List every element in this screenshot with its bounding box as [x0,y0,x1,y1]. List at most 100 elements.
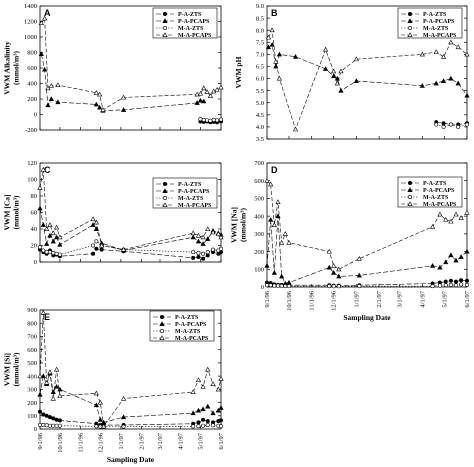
y-tick-label: 400 [27,81,37,88]
data-point-p-a-pcaps [210,410,216,416]
legend-label: M-A-PCAPS [423,33,457,39]
legend-label: P-A-ZTS [178,182,202,188]
legend-marker [407,187,413,192]
data-point-m-a-pcaps [331,68,337,74]
x-tick-label: 12/1/96 [97,432,104,453]
data-point-p-a-pcaps [55,99,61,105]
data-point-p-a-pcaps [276,51,283,57]
data-point-m-a-pcaps [322,46,329,52]
data-point-m-a-pcaps [264,177,270,183]
data-point-p-a-pcaps [40,373,46,379]
data-point-p-a-pcaps [40,222,46,227]
data-point-m-a-pcaps [353,56,359,62]
data-point-p-a-pcaps [331,270,337,275]
y-tick-label: 120 [27,160,37,167]
data-point-p-a-pcaps [455,80,461,86]
legend-marker [162,202,168,207]
y-tick-label: 7.5 [256,39,264,46]
data-point-m-a-zts [44,250,49,255]
panel-letter: D [271,165,278,175]
data-point-p-a-zts [44,413,49,418]
data-point-p-a-pcaps [190,234,196,240]
plot-frame [266,162,468,288]
data-point-m-a-zts [430,284,435,289]
data-point-p-a-pcaps [97,417,103,422]
data-point-p-a-pcaps [326,264,332,270]
data-point-p-a-pcaps [464,248,470,254]
data-point-m-a-pcaps [458,215,464,220]
legend-label: P-A-PCAPS [423,19,455,25]
data-point-p-a-pcaps [440,78,447,83]
legend-label: M-A-ZTS [423,26,449,32]
data-point-m-a-pcaps [356,255,362,261]
data-point-m-a-pcaps [437,211,443,217]
data-point-m-a-pcaps [448,39,454,45]
y-tick-label: 60 [31,210,38,217]
y-tick-label: 0 [261,284,264,291]
data-point-p-a-zts [219,418,224,423]
legend-label: M-A-PCAPS [178,33,212,39]
data-point-m-a-pcaps [38,20,44,26]
x-tick-label: 12/1/96 [331,290,338,311]
data-point-m-a-zts [37,245,42,250]
data-point-m-a-zts [215,118,220,123]
data-point-m-a-zts [459,282,464,287]
legend-marker [159,335,165,340]
data-point-m-a-pcaps [47,369,53,375]
legend-marker [407,181,412,186]
x-tick-label: 5/1/97 [441,290,448,307]
y-axis-label: VWM [Ca] [3,194,12,230]
y-tick-label: 80 [31,193,38,200]
data-point-m-a-pcaps [440,54,447,59]
data-point-m-a-pcaps [218,234,224,240]
data-point-m-a-zts [264,283,269,288]
y-axis-label: VWM Alkalinity [3,41,12,95]
data-point-m-a-pcaps [100,107,106,112]
data-point-m-a-pcaps [210,381,216,387]
x-tick-label: 5/1/97 [197,432,204,449]
data-point-m-a-pcaps [448,218,454,224]
data-point-m-a-zts [51,423,56,428]
data-point-p-a-zts [91,251,96,256]
panel-a: -200 0 200 400 600 800 1000 1200 1400 VWM Alkalin… [3,3,224,134]
data-point-m-a-zts [205,118,210,123]
data-point-m-a-zts [54,423,59,428]
data-point-m-a-zts [268,283,273,288]
data-point-m-a-pcaps [268,181,274,187]
data-point-m-a-pcaps [93,90,99,95]
y-axis-label: VWM [Na] [230,207,239,243]
data-point-m-a-zts [443,283,448,288]
legend-marker [407,32,413,37]
data-point-m-a-pcaps [275,199,281,204]
x-tick-label: 10/1/96 [286,290,293,311]
data-point-m-a-zts [41,248,46,253]
data-point-m-a-zts [57,252,62,257]
y-tick-label: 100 [27,177,37,184]
y-axis-label: (mmol/m³) [12,352,21,386]
data-point-m-a-zts [196,250,201,255]
data-point-m-a-zts [219,424,224,429]
data-point-p-a-pcaps [264,263,270,268]
data-point-m-a-pcaps [99,242,105,248]
x-tick-label: 10/1/96 [57,432,64,453]
y-tick-label: 300 [27,387,37,394]
data-point-p-a-pcaps [47,232,53,238]
panel-d: 0 100 200 300 400 500 600 700 9/1/96 10/1/96 11/1/… [230,160,472,322]
legend-label: M-A-ZTS [175,329,201,335]
data-point-p-a-pcaps [453,257,459,263]
data-point-p-a-pcaps [200,241,206,246]
data-point-m-a-pcaps [331,263,337,268]
series-line-m-a-pcaps [268,29,468,131]
legend-label: P-A-ZTS [423,12,447,18]
x-tick-label: 6/1/97 [218,432,225,449]
data-point-m-a-pcaps [282,231,288,236]
data-point-m-a-pcaps [204,89,210,95]
data-point-m-a-pcaps [190,230,196,236]
data-point-p-a-pcaps [53,383,60,389]
data-point-p-a-zts [94,246,99,251]
data-point-m-a-pcaps [464,209,470,215]
data-point-m-a-zts [454,283,459,288]
x-tick-label: 2/1/97 [138,432,145,449]
